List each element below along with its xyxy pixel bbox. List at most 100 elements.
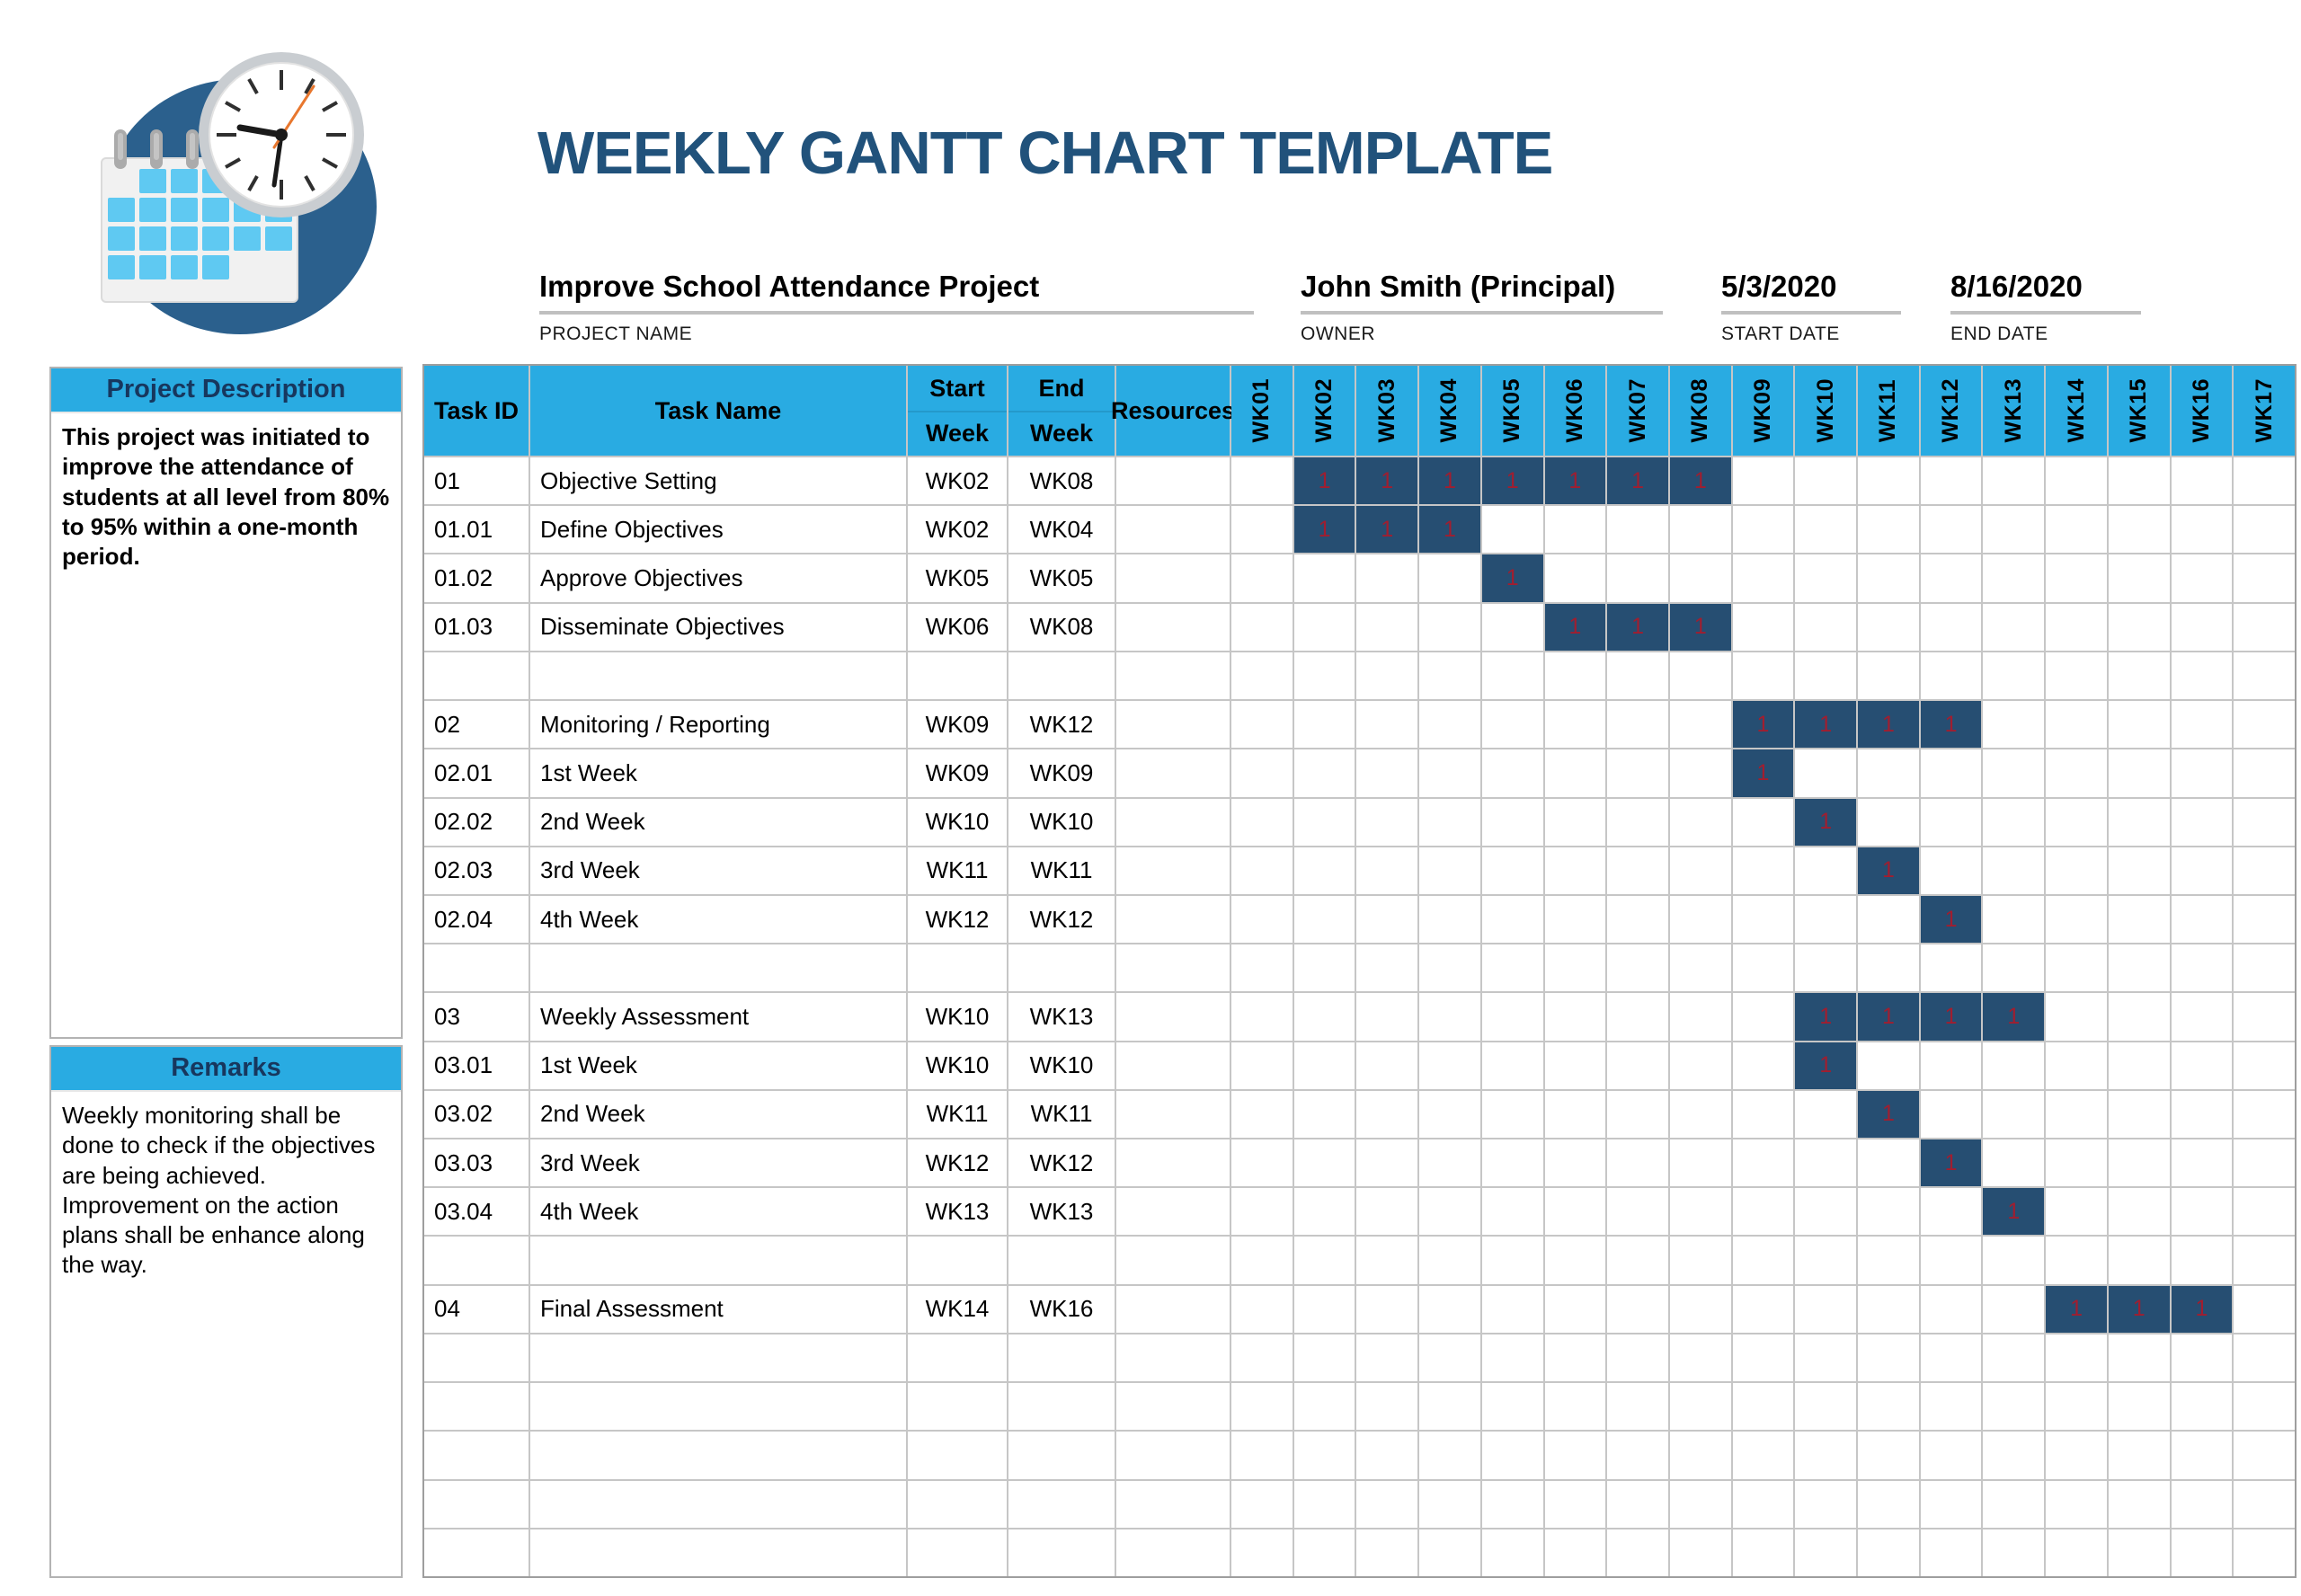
week-cell[interactable] xyxy=(1983,1237,2045,1284)
week-cell[interactable] xyxy=(1795,603,1857,651)
week-cell[interactable] xyxy=(2234,1139,2295,1187)
week-cell[interactable] xyxy=(1356,1188,1418,1236)
week-cell[interactable] xyxy=(2108,1529,2170,1576)
week-cell[interactable] xyxy=(1669,993,1731,1041)
gantt-bar-cell[interactable]: 1 xyxy=(1920,993,1982,1041)
week-cell[interactable] xyxy=(1795,1090,1857,1139)
resources-cell[interactable] xyxy=(1116,554,1230,602)
task-id-cell[interactable]: 01.03 xyxy=(424,603,529,651)
week-cell[interactable] xyxy=(1419,1383,1480,1431)
week-cell[interactable] xyxy=(1732,1383,1794,1431)
week-cell[interactable] xyxy=(1732,1042,1794,1089)
week-cell[interactable] xyxy=(1669,506,1731,554)
week-cell[interactable] xyxy=(1419,1480,1480,1528)
week-cell[interactable] xyxy=(1544,1237,1606,1284)
week-cell[interactable] xyxy=(2171,457,2233,505)
start-week-cell[interactable]: WK09 xyxy=(908,749,1007,797)
week-cell[interactable] xyxy=(1544,944,1606,992)
week-cell[interactable] xyxy=(1795,652,1857,700)
week-cell[interactable] xyxy=(1481,1188,1543,1236)
week-cell[interactable] xyxy=(1732,798,1794,846)
week-cell[interactable] xyxy=(1481,603,1543,651)
week-cell[interactable] xyxy=(2046,1188,2107,1236)
task-name-cell[interactable] xyxy=(530,652,906,700)
task-id-cell[interactable]: 02.04 xyxy=(424,895,529,944)
week-cell[interactable] xyxy=(1356,1285,1418,1333)
week-cell[interactable] xyxy=(1795,749,1857,797)
week-cell[interactable] xyxy=(1607,798,1668,846)
week-cell[interactable] xyxy=(2046,1383,2107,1431)
week-cell[interactable] xyxy=(2046,944,2107,992)
task-name-cell[interactable] xyxy=(530,1480,906,1528)
week-cell[interactable] xyxy=(1481,1090,1543,1139)
week-cell[interactable] xyxy=(1544,1432,1606,1479)
week-cell[interactable] xyxy=(1983,944,2045,992)
end-week-cell[interactable] xyxy=(1008,1383,1115,1431)
week-cell[interactable] xyxy=(1293,1334,1355,1382)
week-cell[interactable] xyxy=(1732,1334,1794,1382)
week-cell[interactable] xyxy=(1607,895,1668,944)
week-cell[interactable] xyxy=(1544,993,1606,1041)
week-cell[interactable] xyxy=(1795,1285,1857,1333)
week-cell[interactable] xyxy=(1607,944,1668,992)
week-cell[interactable] xyxy=(1795,1237,1857,1284)
week-cell[interactable] xyxy=(2046,554,2107,602)
week-cell[interactable] xyxy=(1920,603,1982,651)
task-name-cell[interactable] xyxy=(530,944,906,992)
week-cell[interactable] xyxy=(1732,554,1794,602)
week-cell[interactable] xyxy=(1544,701,1606,749)
week-cell[interactable] xyxy=(2171,944,2233,992)
week-cell[interactable] xyxy=(1607,1334,1668,1382)
task-name-cell[interactable] xyxy=(530,1432,906,1479)
week-cell[interactable] xyxy=(1356,944,1418,992)
week-cell[interactable] xyxy=(1669,847,1731,894)
resources-cell[interactable] xyxy=(1116,798,1230,846)
gantt-bar-cell[interactable]: 1 xyxy=(1544,603,1606,651)
resources-cell[interactable] xyxy=(1116,652,1230,700)
week-cell[interactable] xyxy=(1293,1090,1355,1139)
week-cell[interactable] xyxy=(1607,652,1668,700)
task-name-cell[interactable]: Define Objectives xyxy=(530,506,906,554)
task-id-cell[interactable]: 03.02 xyxy=(424,1090,529,1139)
week-cell[interactable] xyxy=(1669,1432,1731,1479)
gantt-bar-cell[interactable]: 1 xyxy=(1920,701,1982,749)
week-cell[interactable] xyxy=(1732,603,1794,651)
week-cell[interactable] xyxy=(2234,701,2295,749)
week-cell[interactable] xyxy=(1544,1334,1606,1382)
week-cell[interactable] xyxy=(1858,554,1919,602)
week-cell[interactable] xyxy=(1419,847,1480,894)
week-cell[interactable] xyxy=(1356,652,1418,700)
start-week-cell[interactable] xyxy=(908,1334,1007,1382)
week-cell[interactable] xyxy=(1544,798,1606,846)
week-cell[interactable] xyxy=(1669,1188,1731,1236)
resources-cell[interactable] xyxy=(1116,1285,1230,1333)
week-cell[interactable] xyxy=(1356,1090,1418,1139)
week-cell[interactable] xyxy=(1231,506,1293,554)
week-cell[interactable] xyxy=(1356,895,1418,944)
end-week-cell[interactable]: WK12 xyxy=(1008,701,1115,749)
week-cell[interactable] xyxy=(1231,1042,1293,1089)
week-cell[interactable] xyxy=(1858,1432,1919,1479)
week-cell[interactable] xyxy=(1858,1042,1919,1089)
week-cell[interactable] xyxy=(1607,554,1668,602)
week-cell[interactable] xyxy=(1920,1334,1982,1382)
week-cell[interactable] xyxy=(1481,944,1543,992)
week-cell[interactable] xyxy=(1356,1383,1418,1431)
gantt-bar-cell[interactable]: 1 xyxy=(1356,457,1418,505)
week-cell[interactable] xyxy=(1983,652,2045,700)
week-cell[interactable] xyxy=(1669,1383,1731,1431)
week-cell[interactable] xyxy=(2234,944,2295,992)
gantt-bar-cell[interactable]: 1 xyxy=(2171,1285,2233,1333)
week-cell[interactable] xyxy=(1795,506,1857,554)
week-cell[interactable] xyxy=(2046,506,2107,554)
week-cell[interactable] xyxy=(1544,1383,1606,1431)
week-cell[interactable] xyxy=(2046,652,2107,700)
task-id-cell[interactable]: 02.01 xyxy=(424,749,529,797)
week-cell[interactable] xyxy=(1983,895,2045,944)
week-cell[interactable] xyxy=(1732,993,1794,1041)
resources-cell[interactable] xyxy=(1116,749,1230,797)
week-cell[interactable] xyxy=(2171,1188,2233,1236)
week-cell[interactable] xyxy=(1293,1188,1355,1236)
week-cell[interactable] xyxy=(2234,993,2295,1041)
week-cell[interactable] xyxy=(1481,847,1543,894)
